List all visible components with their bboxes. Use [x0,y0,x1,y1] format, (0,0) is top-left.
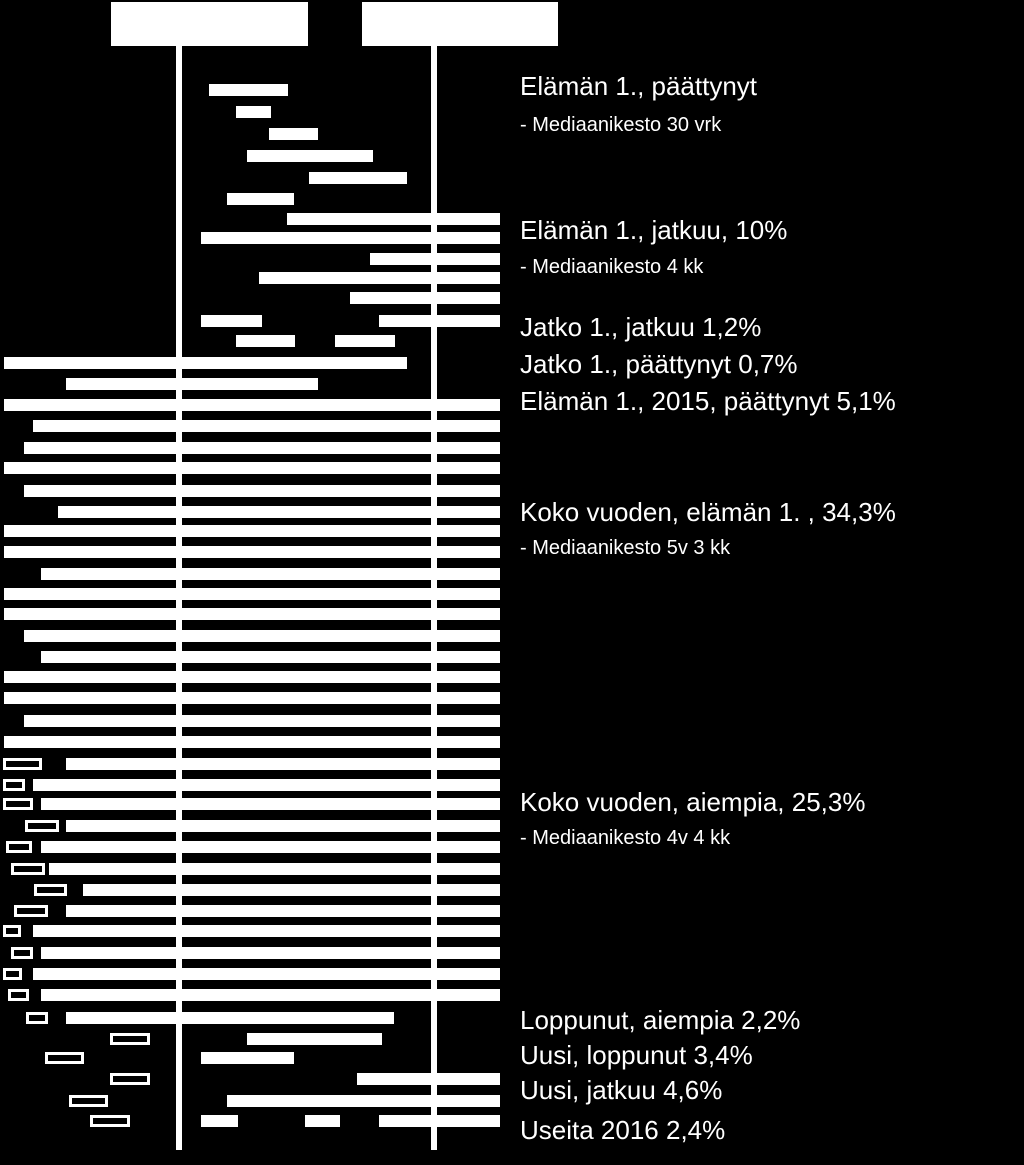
period-bar [379,1115,500,1127]
period-bar [379,315,500,327]
period-bar [309,172,407,184]
period-bar [41,947,500,959]
period-bar [24,630,500,642]
period-bar [236,335,295,347]
period-bar [41,798,500,810]
group-median-full-year-earlier: - Mediaanikesto 4v 4 kk [520,827,731,849]
group-label-life-first-ended: Elämän 1., päättynyt [520,71,758,101]
period-bar [287,213,500,225]
period-bar [41,841,500,853]
earlier-period-bar [3,798,33,810]
earlier-period-bar [90,1115,130,1127]
header-box-right [362,2,558,46]
period-bar [4,462,500,474]
period-bar [201,232,500,244]
timeline-bars [3,84,500,1127]
earlier-period-bar [11,947,33,959]
period-bar [357,1073,500,1085]
group-label-new-continues: Uusi, jatkuu 4,6% [520,1075,722,1105]
period-bar [66,758,500,770]
earlier-period-bar [14,905,48,917]
period-bar [66,905,500,917]
earlier-period-bar [34,884,67,896]
period-bar [24,442,500,454]
earlier-period-bar [6,841,32,853]
period-bar [227,1095,500,1107]
period-bar [4,588,500,600]
earlier-period-bar [69,1095,108,1107]
group-label-full-year-earlier: Koko vuoden, aiempia, 25,3% [520,787,865,817]
period-bar [269,128,318,140]
period-bar [41,568,500,580]
period-bar [58,506,500,518]
period-bar [24,715,500,727]
period-bar [201,1052,294,1064]
period-bar [247,150,373,162]
period-bar [305,1115,340,1127]
period-bar [4,671,500,683]
period-bar [41,989,500,1001]
period-bar [259,272,500,284]
group-label-new-ended: Uusi, loppunut 3,4% [520,1040,753,1070]
period-bar [33,420,500,432]
header-box-left [111,2,308,46]
earlier-period-bar [8,989,29,1001]
period-bar [350,292,500,304]
group-median-life-first-ended: - Mediaanikesto 30 vrk [520,114,722,136]
period-bar [4,546,500,558]
period-bar [4,399,500,411]
period-bar [4,692,500,704]
group-label-multiple-2016: Useita 2016 2,4% [520,1115,725,1145]
period-bar [49,863,500,875]
period-bar [24,485,500,497]
group-label-life-first-continues: Elämän 1., jatkuu, 10% [520,215,787,245]
earlier-period-bar [25,820,59,832]
earlier-period-bar [3,925,21,937]
period-bar [66,1012,394,1024]
earlier-period-bar [3,758,42,770]
period-bar [41,651,500,663]
earlier-period-bar [45,1052,84,1064]
period-bar [335,335,395,347]
period-bar [247,1033,382,1045]
period-bar [227,193,294,205]
group-label-continuation-ended: Jatko 1., päättynyt 0,7% [520,349,798,379]
group-median-life-first-continues: - Mediaanikesto 4 kk [520,256,704,278]
period-bar [66,820,500,832]
period-bar [4,736,500,748]
earlier-period-bar [26,1012,48,1024]
period-bar [4,525,500,537]
period-bar [33,968,500,980]
group-label-full-year-life-first: Koko vuoden, elämän 1. , 34,3% [520,497,896,527]
earlier-period-bar [110,1033,150,1045]
period-bar [4,608,500,620]
period-bar [236,106,271,118]
period-bar [209,84,288,96]
group-median-full-year-life-first: - Mediaanikesto 5v 3 kk [520,537,731,559]
earlier-period-bar [110,1073,150,1085]
period-bar [201,315,262,327]
period-bar [33,779,500,791]
group-label-continuation-continues: Jatko 1., jatkuu 1,2% [520,312,761,342]
earlier-period-bar [3,779,25,791]
group-label-life-first-2015-ended: Elämän 1., 2015, päättynyt 5,1% [520,386,896,416]
period-bar [83,884,500,896]
period-bar [370,253,500,265]
period-bar [66,378,318,390]
period-bar [201,1115,238,1127]
group-label-ended-earlier: Loppunut, aiempia 2,2% [520,1005,800,1035]
earlier-period-bar [11,863,45,875]
period-bar [33,925,500,937]
period-bar [4,357,407,369]
earlier-period-bar [3,968,22,980]
